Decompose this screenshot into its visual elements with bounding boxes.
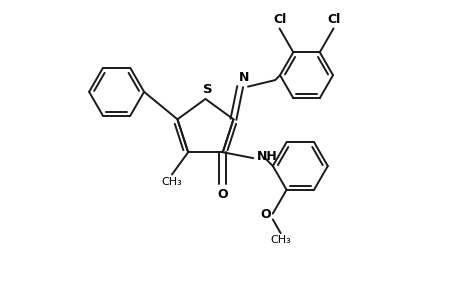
- Text: Cl: Cl: [272, 13, 285, 26]
- Text: O: O: [260, 208, 270, 221]
- Text: CH₃: CH₃: [161, 177, 182, 188]
- Text: S: S: [202, 83, 212, 96]
- Text: O: O: [217, 188, 228, 201]
- Text: Cl: Cl: [326, 13, 339, 26]
- Text: NH: NH: [257, 150, 277, 163]
- Text: CH₃: CH₃: [270, 235, 291, 245]
- Text: N: N: [238, 71, 249, 84]
